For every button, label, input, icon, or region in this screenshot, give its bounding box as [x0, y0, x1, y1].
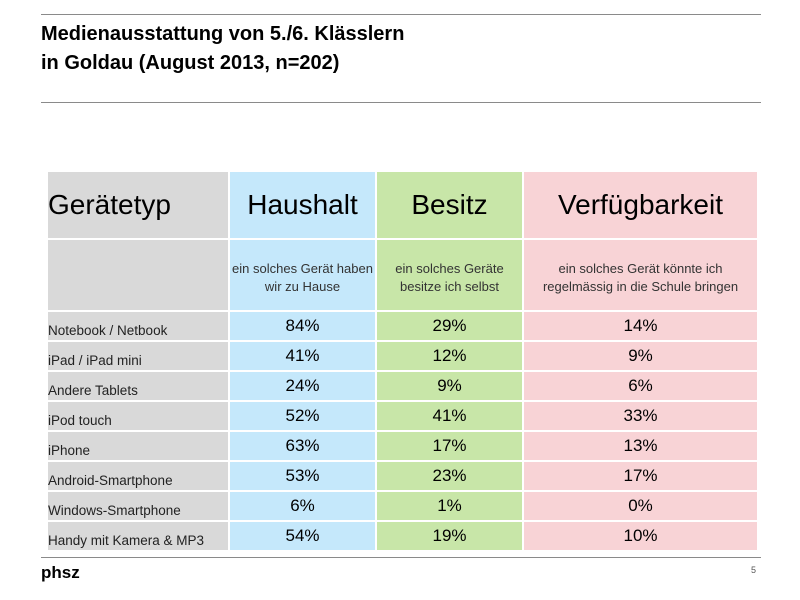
- table-cell: Android-Smartphone: [46, 460, 230, 492]
- table-cell: 33%: [522, 400, 759, 432]
- top-rule: [41, 14, 761, 15]
- table-cell: Notebook / Netbook: [46, 310, 230, 342]
- table-cell: 9%: [522, 340, 759, 372]
- table-cell: 29%: [375, 310, 524, 342]
- table-cell: 41%: [375, 400, 524, 432]
- title-line-1: Medienausstattung von 5./6. Klässlern: [41, 23, 405, 45]
- media-table: Gerätetyp Haushalt Besitz Verfügbarkeit ein …: [46, 170, 759, 552]
- table-cell: iPhone: [46, 430, 230, 462]
- table-row: Handy mit Kamera & MP3 54% 19% 10%: [46, 520, 759, 552]
- table-head-row: Gerätetyp Haushalt Besitz Verfügbarkeit: [46, 170, 759, 240]
- table-row: iPod touch 52% 41% 33%: [46, 400, 759, 432]
- table-cell: 17%: [375, 430, 524, 462]
- table-row: Andere Tablets 24% 9% 6%: [46, 370, 759, 402]
- table-cell: 10%: [522, 520, 759, 552]
- table-sub-row: ein solches Gerät haben wir zu Hause ein …: [46, 238, 759, 312]
- title-line-2: in Goldau (August 2013, n=202): [41, 52, 340, 74]
- table-cell: 53%: [228, 460, 377, 492]
- phsz-logo: phsz: [41, 563, 80, 582]
- table-cell: 14%: [522, 310, 759, 342]
- table-row: Android-Smartphone 53% 23% 17%: [46, 460, 759, 492]
- table-cell: 84%: [228, 310, 377, 342]
- table-cell: ein solches Geräte besitze ich selbst: [375, 238, 524, 312]
- table-cell: 52%: [228, 400, 377, 432]
- table-cell: iPod touch: [46, 400, 230, 432]
- table-cell: 6%: [228, 490, 377, 522]
- table-cell: 17%: [522, 460, 759, 492]
- table-row: Windows-Smartphone 6% 1% 0%: [46, 490, 759, 522]
- table-cell: 63%: [228, 430, 377, 462]
- table-cell: ein solches Gerät haben wir zu Hause: [228, 238, 377, 312]
- title-rule: [41, 102, 761, 103]
- table-cell: iPad / iPad mini: [46, 340, 230, 372]
- table-cell: 12%: [375, 340, 524, 372]
- table-cell: 54%: [228, 520, 377, 552]
- table-cell: 13%: [522, 430, 759, 462]
- slide-title: Medienausstattung von 5./6. Klässlern in …: [41, 20, 404, 78]
- table-cell: 1%: [375, 490, 524, 522]
- table-cell: ein solches Gerät könnte ich regelmässig…: [522, 238, 759, 312]
- page-number: 5: [751, 565, 757, 575]
- table-cell: Besitz: [375, 170, 524, 240]
- table-cell: Handy mit Kamera & MP3: [46, 520, 230, 552]
- table-cell: 41%: [228, 340, 377, 372]
- table-cell: Andere Tablets: [46, 370, 230, 402]
- footer-rule: [41, 557, 761, 558]
- table-row: iPhone 63% 17% 13%: [46, 430, 759, 462]
- table-cell: [46, 238, 230, 312]
- table-cell: 6%: [522, 370, 759, 402]
- table-cell: 24%: [228, 370, 377, 402]
- table-cell: 23%: [375, 460, 524, 492]
- table-cell: Verfügbarkeit: [522, 170, 759, 240]
- table-cell: 9%: [375, 370, 524, 402]
- table-row: Notebook / Netbook 84% 29% 14%: [46, 310, 759, 342]
- table-row: iPad / iPad mini 41% 12% 9%: [46, 340, 759, 372]
- table-cell: Haushalt: [228, 170, 377, 240]
- table-cell: 19%: [375, 520, 524, 552]
- table-cell: Gerätetyp: [46, 170, 230, 240]
- table-cell: Windows-Smartphone: [46, 490, 230, 522]
- table-cell: 0%: [522, 490, 759, 522]
